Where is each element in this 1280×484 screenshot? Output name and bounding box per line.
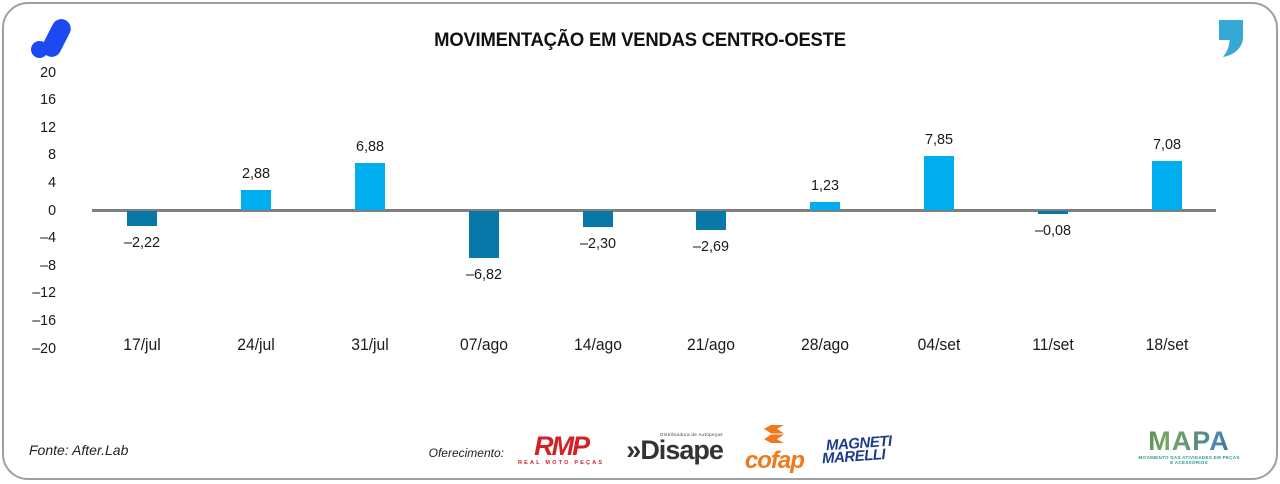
x-tick-label: 04/set	[917, 336, 961, 354]
bar-value-label: 6,88	[355, 137, 384, 155]
bar-value-label: –0,08	[1035, 222, 1072, 239]
cofap-logo-text: cofap	[744, 447, 805, 474]
bar	[468, 211, 499, 259]
y-tick-label: –20	[32, 339, 56, 357]
bar	[924, 155, 955, 210]
x-tick-label: 17/jul	[123, 336, 161, 354]
y-tick-label: 4	[48, 173, 56, 191]
rmp-logo-subtitle: REAL MOTO PEÇAS	[518, 460, 605, 466]
bar	[240, 190, 271, 210]
y-tick-label: 0	[48, 201, 56, 219]
y-tick-label: –16	[32, 311, 56, 329]
afterlab-logo-dot	[31, 41, 48, 58]
bar	[127, 211, 157, 227]
y-tick-label: 12	[40, 118, 56, 136]
disape-logo-subtitle: Distribuidora de Autopeças	[660, 432, 723, 437]
x-tick-label: 21/ago	[687, 336, 736, 354]
mapa-logo: MAPA MOVIMENTO DAS ATIVIDADES EM PEÇAS E…	[1136, 428, 1242, 466]
x-tick-label: 28/ago	[801, 336, 850, 354]
x-tick-label: 24/jul	[237, 336, 275, 354]
bar	[354, 162, 385, 210]
bar	[696, 211, 727, 230]
x-tick-label: 31/jul	[351, 336, 389, 354]
bar	[1152, 161, 1182, 210]
y-tick-label: –4	[40, 229, 56, 247]
bar-value-label: 7,08	[1152, 136, 1182, 154]
sponsorship-label: Oferecimento:	[428, 446, 504, 460]
source-note: Fonte: After.Lab	[29, 442, 129, 458]
bar-value-label: –6,82	[465, 266, 502, 284]
cofap-logo: cofap	[744, 425, 805, 475]
bar-value-label: –2,30	[579, 234, 616, 252]
mapa-logo-tagline: MOVIMENTO DAS ATIVIDADES EM PEÇAS E ACES…	[1138, 455, 1240, 465]
disape-logo-text: »Disape	[626, 435, 724, 465]
bar-value-label: 2,88	[241, 165, 270, 183]
bar-value-label: –2,69	[693, 237, 730, 255]
rmp-logo: RMP REAL MOTO PEÇAS	[518, 431, 605, 467]
magneti-marelli-logo: MAGNETI MARELLI	[821, 433, 892, 468]
magneti-marelli-line2: MARELLI	[821, 446, 886, 468]
y-tick-label: –12	[32, 284, 56, 302]
x-tick-label: 18/set	[1145, 336, 1189, 354]
quote-icon	[1219, 20, 1243, 57]
bar	[582, 211, 613, 227]
rmp-logo-text: RMP	[534, 431, 590, 461]
bar	[1038, 211, 1069, 214]
y-tick-label: 20	[40, 63, 56, 81]
disape-chevrons: »	[626, 435, 641, 465]
zero-axis-line	[92, 209, 1216, 212]
cofap-x-icon	[764, 425, 785, 444]
bar-chart: 20 16 12 8 4 0 –4 –8 –12 –16 –20 –2,22 17/jul 2,88 24/…	[4, 4, 1276, 478]
mapa-logo-text: MAPA	[1136, 428, 1242, 455]
x-tick-label: 07/ago	[459, 336, 508, 354]
bar	[810, 201, 841, 210]
bar-value-label: 1,23	[811, 176, 840, 194]
x-tick-label: 11/set	[1032, 336, 1074, 354]
disape-logo: Distribuidora de Autopeças »Disape	[626, 432, 724, 465]
x-tick-label: 14/ago	[573, 336, 622, 354]
sponsor-logos: RMP REAL MOTO PEÇAS Distribuidora de Aut…	[518, 425, 892, 475]
afterlab-logo-icon	[26, 14, 76, 62]
y-tick-label: 16	[40, 91, 56, 109]
y-tick-label: 8	[48, 146, 56, 164]
bar-value-label: 7,85	[925, 130, 954, 148]
bar-value-label: –2,22	[123, 234, 161, 252]
chart-title: MOVIMENTAÇÃO EM VENDAS CENTRO-OESTE	[434, 30, 846, 51]
y-tick-label: –8	[40, 256, 56, 274]
